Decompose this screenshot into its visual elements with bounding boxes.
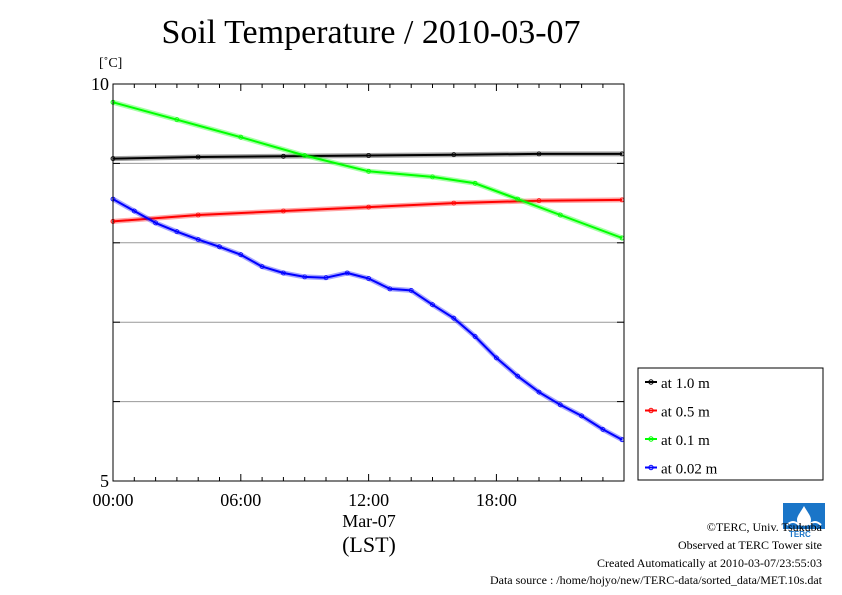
series-point xyxy=(515,196,521,202)
series-point xyxy=(557,402,563,408)
y-tick-label: 5 xyxy=(100,471,109,491)
series-point xyxy=(344,270,350,276)
y-tick-label: 10 xyxy=(91,74,109,94)
series-point xyxy=(515,373,521,379)
x-tick-label: 18:00 xyxy=(476,490,517,510)
series-point xyxy=(217,244,222,250)
credit-text: ©TERC, Univ. Tsukuba xyxy=(706,520,822,534)
legend-marker xyxy=(648,407,654,414)
x-axis-date-label: Mar-07 xyxy=(342,511,396,531)
series-point xyxy=(472,180,478,186)
series-point xyxy=(174,229,180,235)
plot-frame xyxy=(112,83,625,482)
series-point xyxy=(195,237,201,243)
series-point xyxy=(366,153,372,158)
series-line xyxy=(112,198,623,223)
series-point xyxy=(366,276,372,281)
series-point xyxy=(280,270,286,276)
series-point xyxy=(280,153,286,159)
terc-logo-icon xyxy=(783,503,825,537)
legend-marker xyxy=(648,379,654,385)
axis-ticks xyxy=(112,83,624,482)
series-point xyxy=(366,204,372,210)
series-point xyxy=(238,252,244,258)
series-point xyxy=(493,355,499,361)
legend-label: at 0.1 m xyxy=(661,433,710,449)
grid-lines xyxy=(113,162,624,403)
series-point xyxy=(302,274,308,280)
series-point xyxy=(430,174,435,180)
series-point xyxy=(259,264,265,270)
series-point xyxy=(451,200,457,206)
series-line xyxy=(112,152,623,160)
x-tick-label: 00:00 xyxy=(92,490,133,510)
chart-title: Soil Temperature / 2010-03-07 xyxy=(161,14,581,51)
site-text: Observed at TERC Tower site xyxy=(677,538,822,552)
series-point xyxy=(536,389,542,395)
legend-box xyxy=(637,367,824,481)
data-source-text: Data source : /home/hojyo/new/TERC-data/… xyxy=(489,573,822,587)
series-line xyxy=(112,198,623,441)
series-halo xyxy=(110,196,625,443)
x-axis-title: (LST) xyxy=(342,532,396,557)
legend-label: at 0.02 m xyxy=(661,462,718,478)
series-point xyxy=(387,286,393,292)
series-point xyxy=(238,134,244,140)
legend-label: at 1.0 m xyxy=(661,376,710,392)
series-point xyxy=(600,426,606,432)
series-point xyxy=(536,198,542,204)
series-lines xyxy=(110,99,625,443)
tick-labels: 00:00 06:00 12:00 18:00 5 10 xyxy=(91,74,517,510)
series-point xyxy=(451,152,457,158)
legend-label: at 0.5 m xyxy=(661,405,710,421)
series-point xyxy=(174,117,180,123)
series-point xyxy=(366,168,372,174)
legend-marker xyxy=(648,464,654,471)
series-point xyxy=(280,208,286,214)
series-point xyxy=(195,154,201,160)
series-line xyxy=(112,101,623,239)
x-tick-label: 06:00 xyxy=(220,490,261,510)
legend: at 1.0 m at 0.5 m at 0.1 m at 0.02 m xyxy=(637,367,824,481)
series-point xyxy=(430,302,435,308)
series-point xyxy=(451,315,457,321)
series-point xyxy=(131,208,137,214)
series-point xyxy=(557,212,563,218)
created-text: Created Automatically at 2010-03-07/23:5… xyxy=(597,556,822,570)
series-point xyxy=(408,287,414,293)
series-point xyxy=(536,151,542,157)
logo-text: TERC xyxy=(789,530,811,539)
x-tick-label: 12:00 xyxy=(348,490,389,510)
series-point xyxy=(472,334,478,339)
series-point xyxy=(579,413,584,419)
series-point xyxy=(153,220,159,226)
series-point xyxy=(323,275,329,281)
series-point xyxy=(195,212,201,218)
legend-marker xyxy=(648,436,654,442)
series-point xyxy=(302,153,308,158)
y-axis-unit-label: [˚C] xyxy=(99,56,123,71)
